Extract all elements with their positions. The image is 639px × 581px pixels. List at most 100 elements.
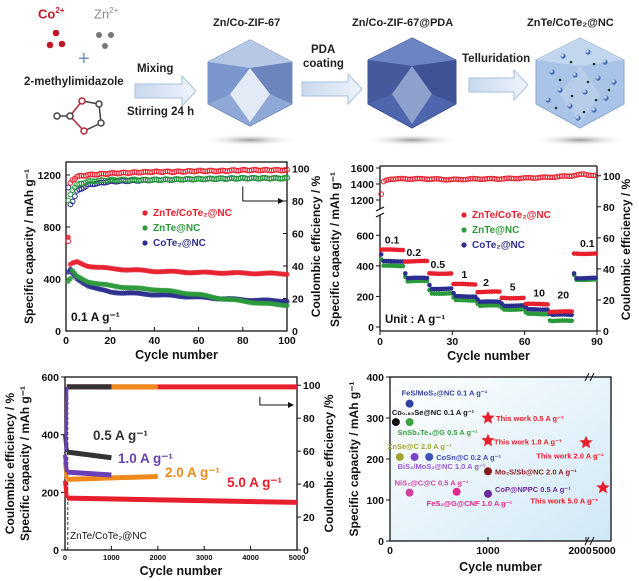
series-label: 0.5 A g⁻¹ [93, 428, 148, 443]
y2-tick-label: 40 [292, 261, 304, 273]
legend-marker [142, 225, 148, 231]
x-tick-label: 3000 [196, 553, 213, 562]
step-pda-label: PDA [311, 44, 336, 56]
comparison-point [425, 452, 434, 461]
x-axis-label: Cycle number [459, 560, 542, 574]
this-work-star-icon [481, 411, 495, 424]
legend-label: CoTe₂@NC [472, 240, 525, 251]
ce-point [65, 184, 72, 191]
this-work-label: This work 1.0 A g⁻¹ [494, 438, 562, 447]
plot-frame [65, 161, 288, 332]
step-mixing-label: Mixing [137, 63, 174, 75]
y2-tick-label: 100 [603, 171, 621, 183]
this-work-label: This work 5.0 A g⁻¹ [530, 497, 598, 506]
y-tick-label: 200 [366, 454, 384, 466]
rate-label: 5 [510, 281, 516, 293]
capacity-point [521, 295, 526, 301]
axis-arrow [242, 186, 282, 202]
comparison-label: Co₀.₈₅Se@NC 0.1 A g⁻¹ [392, 408, 475, 417]
this-work-star-icon [481, 433, 495, 447]
capacity-point [448, 271, 454, 276]
co-ion-dots [46, 29, 66, 49]
y2-tick-label: 0 [292, 326, 298, 338]
x-tick-label: 2000 [568, 545, 592, 557]
x-tick-label: 0 [377, 336, 383, 348]
y-tick-label: 200 [356, 291, 374, 303]
znte-cote2-nc-crystal-icon [535, 37, 625, 129]
y2-tick-label: 60 [292, 229, 304, 241]
y-tick-label: 600 [356, 230, 374, 242]
capacity-point [569, 309, 574, 314]
y-tick-label: 400 [41, 430, 59, 442]
legend-marker [461, 242, 467, 248]
x-tick-label: 0 [63, 335, 69, 347]
x-axis-label: Cycle number [140, 564, 223, 578]
comparison-label: Mo₂S/Sb@NC 2.0 A g⁻¹ [495, 467, 577, 476]
series-label: 5.0 A g⁻¹ [227, 475, 282, 490]
y2-tick-label: 100 [303, 380, 321, 392]
y2-tick-label: 40 [303, 479, 315, 491]
ce-point [592, 172, 599, 179]
capacity-initial-drop [63, 454, 69, 473]
legend-label: ZnTe@NC [472, 225, 519, 236]
capacity-band [66, 449, 112, 461]
y-tick-label: 0 [368, 322, 374, 334]
y2-tick-label: 20 [303, 512, 315, 524]
comparison-label: FeS/MoS₂@NC 0.1 A g⁻¹ [402, 389, 488, 398]
axis-arrow-head [288, 402, 294, 409]
comparison-point [484, 489, 492, 498]
y2-tick-label: 60 [603, 233, 615, 245]
rate-label: 20 [557, 290, 569, 302]
y-tick-label: 800 [43, 222, 61, 234]
step-telluridation-label: Telluridation [462, 53, 531, 65]
x-tick-label: 30 [446, 336, 458, 348]
x-tick-label: 2000 [149, 553, 166, 562]
zif67-pda-crystal-icon [367, 37, 457, 129]
ce-point [284, 174, 290, 181]
capacity-point [378, 252, 384, 257]
capacity-point [545, 302, 550, 307]
y-axis-label: Specific capacity / mAh g⁻¹ [328, 172, 342, 327]
y-axis-label-ce: Coulombic efficiency / % [3, 392, 17, 534]
x-axis-label: Cycle number [447, 349, 530, 363]
comparison-label: ZnSe@C 2.0 A g⁻¹ [388, 442, 452, 451]
step-stirring-label: Stirring 24 h [127, 106, 195, 118]
legend-label: ZnTe/CoTe₂@NC [472, 210, 551, 221]
capacity-point [472, 282, 478, 287]
ce-point [590, 172, 597, 179]
rate-label: 2 [483, 277, 489, 289]
capacity-point [571, 271, 577, 276]
ce-point [281, 167, 288, 173]
x-tick-label: 1000 [103, 553, 120, 562]
x-tick-label: 60 [193, 335, 205, 347]
ce-point [378, 191, 385, 197]
comparison-point [410, 452, 419, 461]
y2-tick-label: 80 [603, 202, 615, 214]
product-znte-cote2-label: ZnTe/CoTe₂@NC [527, 17, 614, 29]
x-tick-label: 100 [278, 335, 296, 347]
schematic-graphics [46, 29, 628, 146]
unit-annotation: Unit : A g⁻¹ [385, 314, 445, 326]
x-tick-label: 20 [104, 335, 116, 347]
ce-point [67, 191, 74, 198]
capacity-point [424, 275, 430, 281]
capacity-band [66, 495, 298, 505]
rate-label: 1 [461, 269, 467, 281]
capacity-point [403, 271, 408, 276]
capacity-point [284, 298, 290, 305]
y2-tick-label: 40 [603, 264, 615, 276]
arrow-telluridation-icon [468, 68, 529, 102]
this-work-star-icon [579, 435, 593, 449]
product-zif67-label: Zn/Co-ZIF-67 [213, 17, 281, 29]
y-tick-label: 0 [53, 545, 59, 557]
legend-label: CoTe₂@NC [153, 238, 206, 249]
co-ion-label: Co2+ [38, 6, 65, 22]
y2-tick-label: 0 [303, 545, 309, 557]
comparison-label: CoSn@C 0.2 A g⁻¹ [436, 453, 501, 462]
ce-point [65, 238, 72, 245]
legend-marker [142, 210, 148, 216]
capacity-point [400, 263, 406, 269]
y-tick-label: 100 [366, 495, 384, 507]
